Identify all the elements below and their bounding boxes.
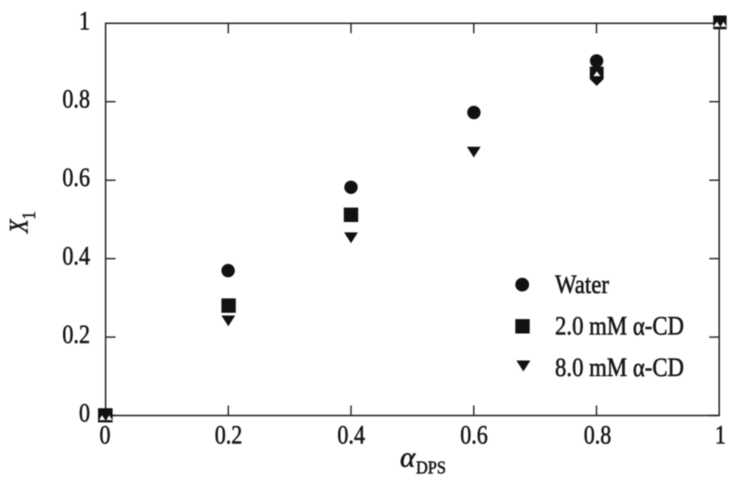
svg-text:8.0 mM α-CD: 8.0 mM α-CD (555, 353, 684, 382)
svg-text:0.2: 0.2 (215, 421, 243, 450)
svg-text:0.8: 0.8 (584, 421, 612, 450)
svg-text:0.2: 0.2 (62, 320, 90, 349)
svg-text:1: 1 (715, 421, 726, 450)
svg-text:0.8: 0.8 (62, 85, 90, 114)
svg-text:0.4: 0.4 (337, 421, 365, 450)
svg-text:0: 0 (100, 421, 111, 450)
svg-text:0.6: 0.6 (62, 163, 90, 192)
svg-text:2.0 mM α-CD: 2.0 mM α-CD (555, 312, 684, 341)
svg-text:X1: X1 (6, 211, 39, 233)
svg-text:0: 0 (79, 399, 90, 428)
svg-text:DPS: DPS (416, 458, 446, 478)
svg-text:Water: Water (555, 270, 609, 299)
svg-text:0.6: 0.6 (460, 421, 488, 450)
svg-text:0.4: 0.4 (62, 242, 90, 271)
svg-text:1: 1 (79, 6, 90, 35)
svg-text:α: α (400, 441, 416, 473)
